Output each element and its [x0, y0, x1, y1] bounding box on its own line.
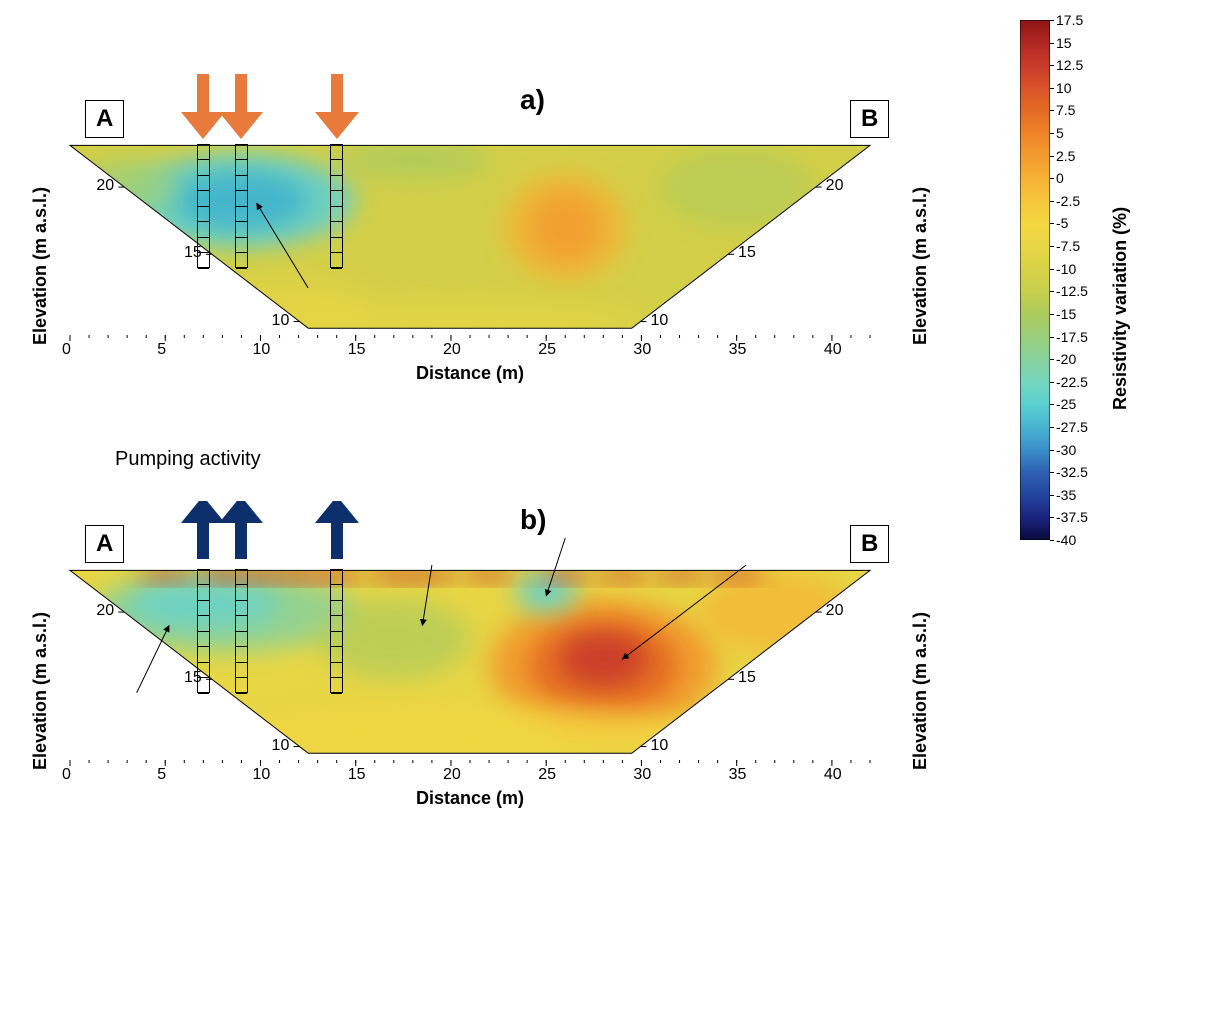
borehole [235, 144, 248, 268]
panel-a-plot [70, 140, 870, 335]
pump-arrow-icon [219, 501, 263, 581]
colorbar-tick-label: -35 [1056, 487, 1076, 503]
panel-a-xlabel: Distance (m) [70, 363, 870, 384]
x-tick-label: 35 [729, 341, 747, 359]
panel-a-ylabel-right: Elevation (m a.s.l.) [910, 165, 931, 345]
x-tick-label: 0 [62, 766, 71, 784]
colorbar-tick-label: -7.5 [1056, 238, 1080, 254]
borehole [330, 144, 343, 268]
colorbar-tick-label: -25 [1056, 396, 1076, 412]
panel-b-marker-A: A [85, 525, 124, 563]
y-tick-label-right: 15 [738, 244, 756, 262]
inject-arrow-icon [315, 74, 359, 156]
panel-b-label: b) [510, 500, 556, 540]
x-tick-label: 25 [538, 341, 556, 359]
colorbar-tick-label: -5 [1056, 215, 1068, 231]
colorbar-tick-label: 2.5 [1056, 148, 1075, 164]
colorbar-tick-label: -22.5 [1056, 374, 1088, 390]
y-tick-label-right: 20 [826, 602, 844, 620]
colorbar-tick-label: -30 [1056, 442, 1076, 458]
y-tick-label-right: 20 [826, 177, 844, 195]
colorbar-tick-label: 0 [1056, 170, 1064, 186]
colorbar-tick-label: 7.5 [1056, 102, 1075, 118]
x-tick-label: 10 [252, 341, 270, 359]
panel-a-label: a) [510, 80, 555, 120]
y-tick-label-left: 10 [272, 737, 290, 755]
x-tick-label: 30 [633, 766, 651, 784]
y-tick-label-right: 10 [650, 312, 668, 330]
x-tick-label: 40 [824, 766, 842, 784]
colorbar-tick-label: -27.5 [1056, 419, 1088, 435]
pump-arrow-icon [315, 501, 359, 581]
colorbar-tick-label: -17.5 [1056, 329, 1088, 345]
inject-arrow-icon [219, 74, 263, 156]
x-tick-label: 5 [157, 341, 166, 359]
colorbar-tick-label: -40 [1056, 532, 1076, 548]
y-tick-label-left: 10 [272, 312, 290, 330]
pumping-annotation: Pumping activity [95, 438, 281, 481]
borehole [197, 569, 210, 693]
borehole [197, 144, 210, 268]
colorbar-tick-label: -2.5 [1056, 193, 1080, 209]
panel-a-marker-A: A [85, 100, 124, 138]
colorbar [1020, 20, 1050, 540]
x-tick-label: 0 [62, 341, 71, 359]
x-tick-label: 10 [252, 766, 270, 784]
x-tick-label: 20 [443, 341, 461, 359]
panel-b-marker-B: B [850, 525, 889, 563]
colorbar-tick-label: -12.5 [1056, 283, 1088, 299]
x-tick-label: 25 [538, 766, 556, 784]
colorbar-tick-label: 5 [1056, 125, 1064, 141]
colorbar-axis-label: Resistivity variation (%) [1110, 130, 1131, 410]
colorbar-tick-label: -37.5 [1056, 509, 1088, 525]
panel-b-ylabel-right: Elevation (m a.s.l.) [910, 590, 931, 770]
y-tick-label-left: 20 [96, 602, 114, 620]
x-tick-label: 30 [633, 341, 651, 359]
colorbar-tick-label: -32.5 [1056, 464, 1088, 480]
panel-b-ylabel-left: Elevation (m a.s.l.) [30, 590, 51, 770]
panel-a-ylabel-left: Elevation (m a.s.l.) [30, 165, 51, 345]
colorbar-tick-label: 17.5 [1056, 12, 1083, 28]
colorbar-tick-label: -10 [1056, 261, 1076, 277]
x-tick-label: 5 [157, 766, 166, 784]
panel-b-plot [70, 565, 870, 760]
colorbar-tick-label: 12.5 [1056, 57, 1083, 73]
colorbar-tick-label: 15 [1056, 35, 1072, 51]
x-tick-label: 40 [824, 341, 842, 359]
borehole [330, 569, 343, 693]
x-tick-label: 20 [443, 766, 461, 784]
panel-b-xlabel: Distance (m) [70, 788, 870, 809]
y-tick-label-right: 15 [738, 669, 756, 687]
y-tick-label-left: 20 [96, 177, 114, 195]
x-tick-label: 15 [348, 341, 366, 359]
y-tick-label-right: 10 [650, 737, 668, 755]
borehole [235, 569, 248, 693]
panel-a-marker-B: B [850, 100, 889, 138]
colorbar-tick-label: -20 [1056, 351, 1076, 367]
x-tick-label: 35 [729, 766, 747, 784]
colorbar-tick-label: 10 [1056, 80, 1072, 96]
x-tick-label: 15 [348, 766, 366, 784]
colorbar-tick-label: -15 [1056, 306, 1076, 322]
